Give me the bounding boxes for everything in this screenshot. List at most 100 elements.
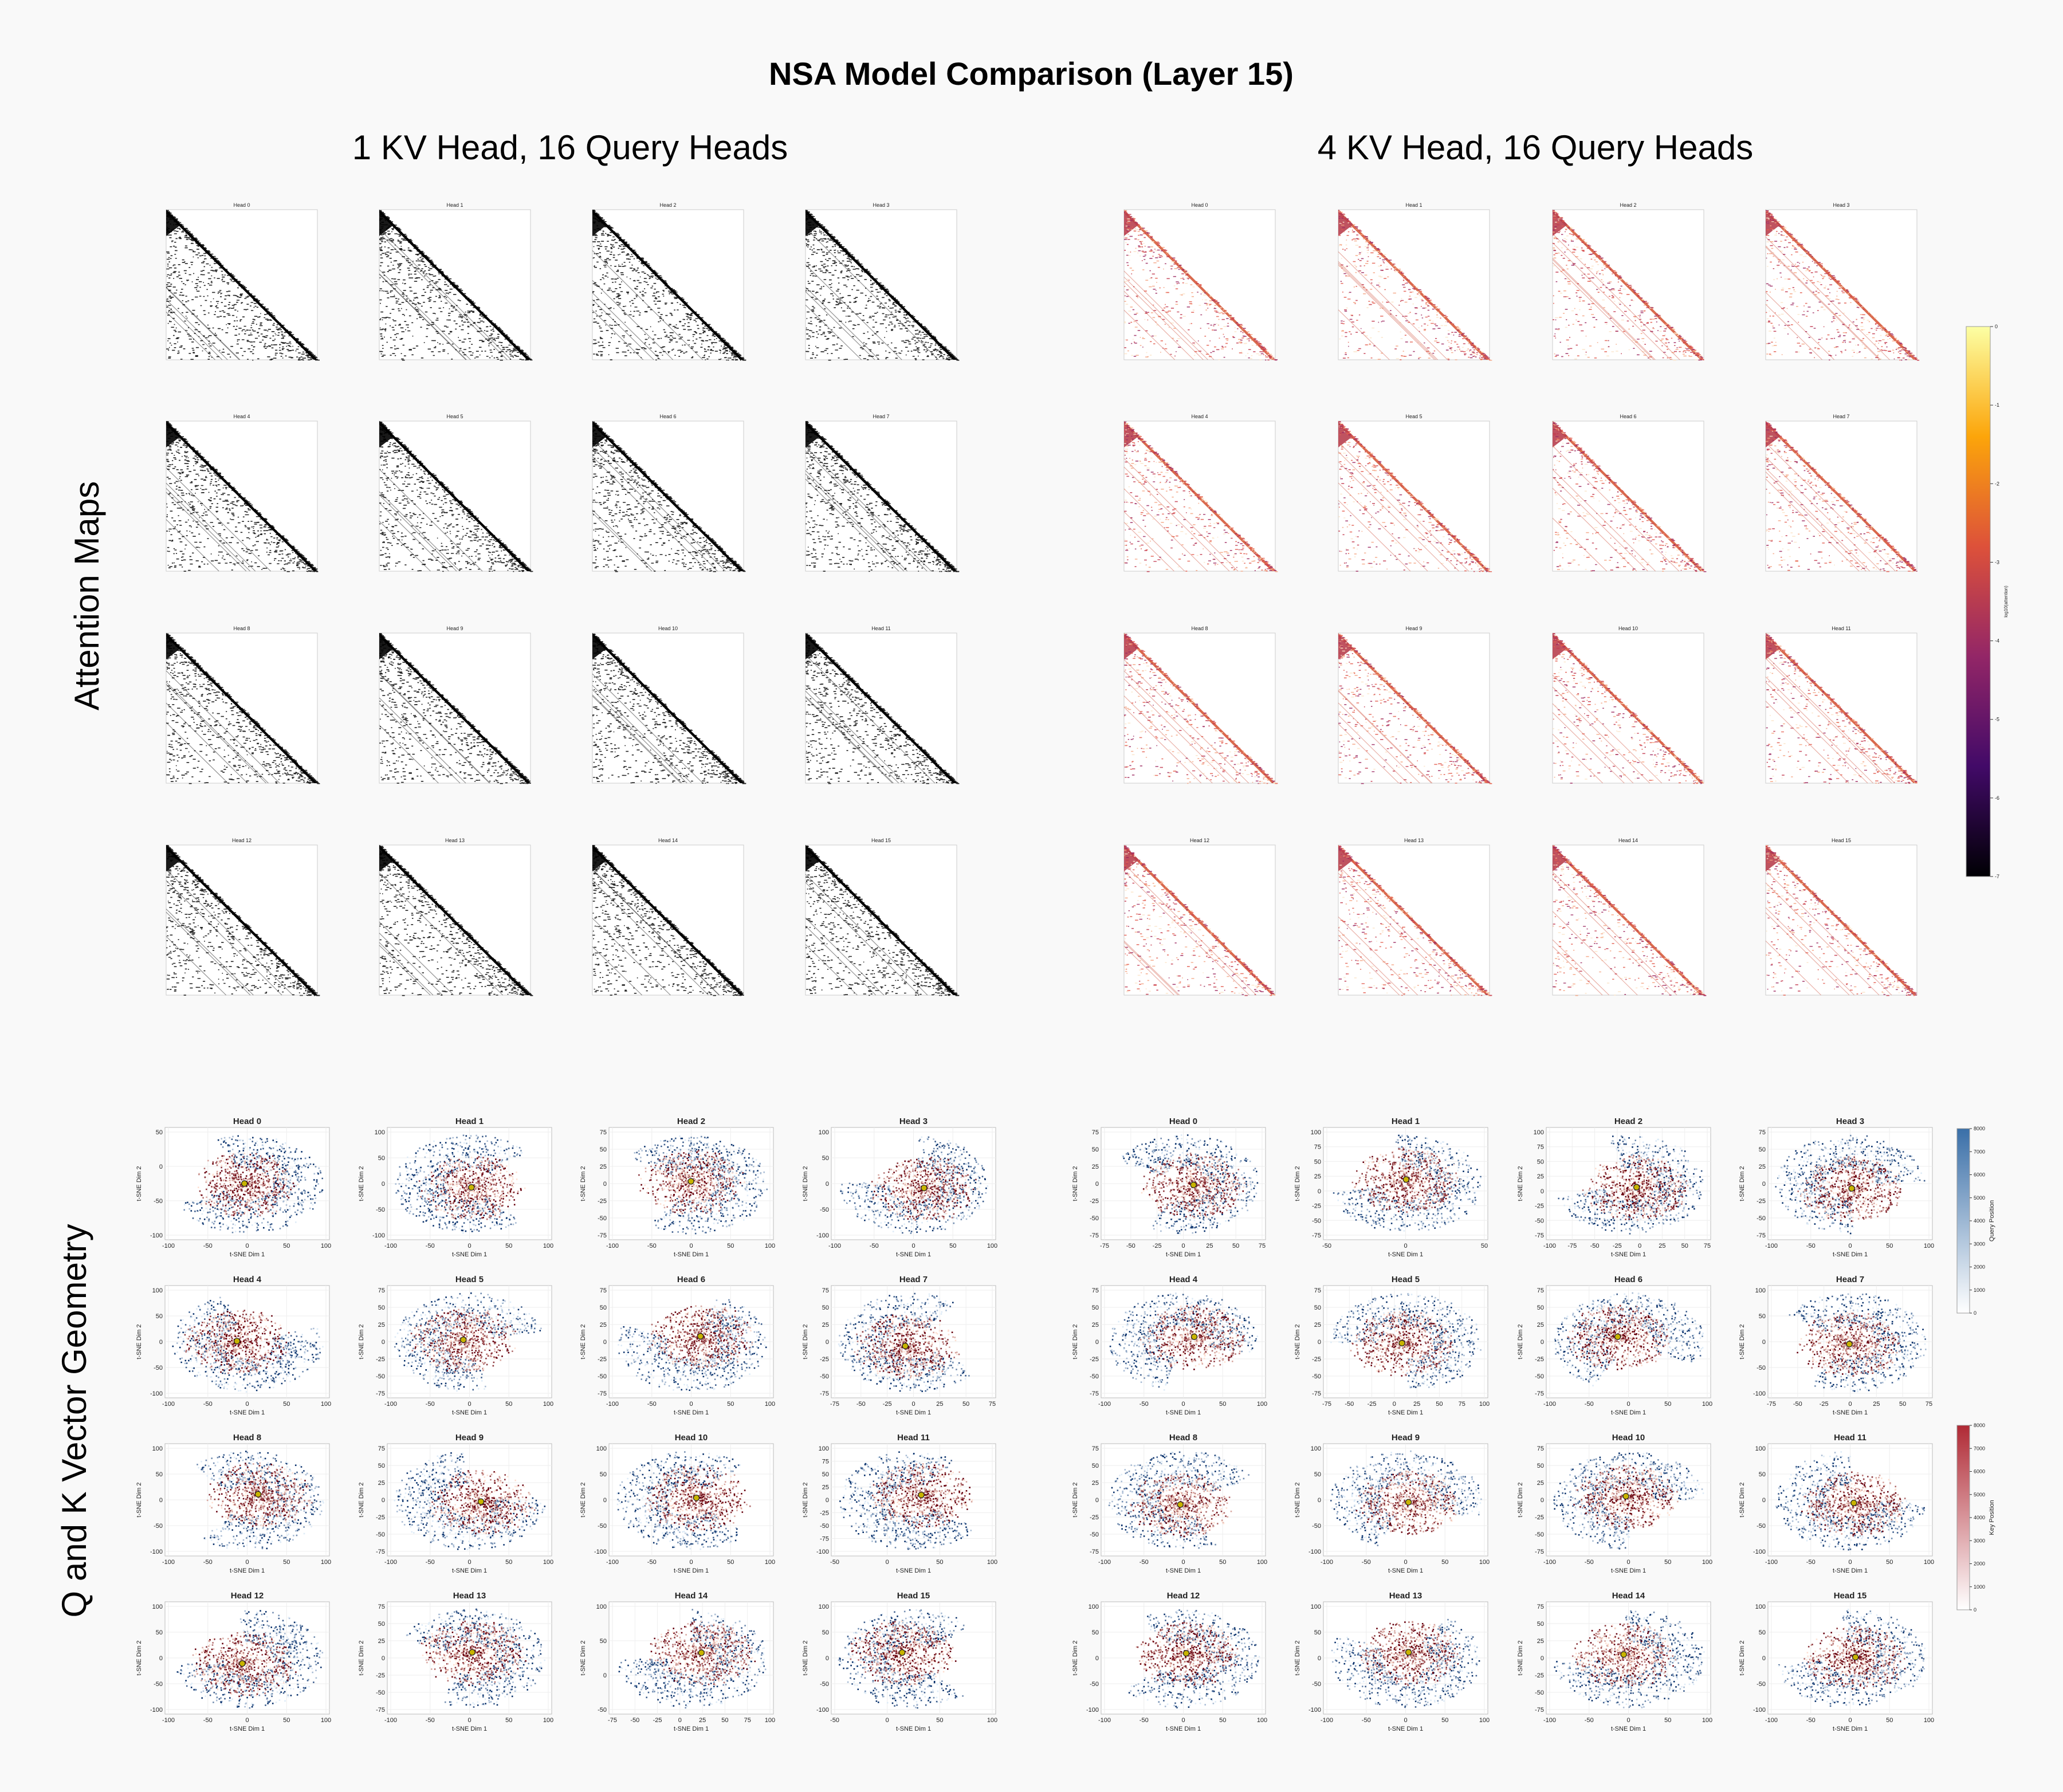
- tsne-xtick-label: -50: [1322, 1243, 1331, 1249]
- tsne-ytick-label: -75: [1312, 1390, 1321, 1397]
- attention-stripe: [1338, 500, 1411, 572]
- attention-stripe: [1123, 458, 1239, 572]
- tsne-xlabel: t-SNE Dim 1: [896, 1567, 931, 1574]
- tsne-ytick-label: 100: [1755, 1445, 1766, 1452]
- attention-diagonal: [1553, 210, 1704, 360]
- tsne-xtick-label: 0: [467, 1401, 471, 1408]
- tsne-ytick-label: -50: [1090, 1681, 1099, 1688]
- tsne-ylabel: t-SNE Dim 2: [136, 1166, 143, 1201]
- tsne-ytick-label: 0: [1318, 1655, 1321, 1662]
- tsne-ytick-label: -75: [598, 1232, 607, 1239]
- tsne-center-marker: [1182, 1650, 1190, 1657]
- attention-stripe: [1765, 655, 1895, 784]
- attention-stripe: [1338, 916, 1418, 996]
- tsne-panel-left-head-2: Head 2 -100 -50 0 50 100 75 50 25 0 -25 -50 -75 t-SNE…: [580, 1117, 775, 1258]
- tsne-ylabel: t-SNE Dim 2: [1517, 1324, 1524, 1359]
- attention-stripe: [1338, 865, 1469, 996]
- tsne-ytick-label: -25: [1535, 1203, 1544, 1210]
- tsne-xtick-label: 100: [987, 1559, 997, 1566]
- key-colorbar-tick-label: 0: [1974, 1607, 1976, 1613]
- tsne-points: [1809, 1629, 1902, 1689]
- tsne-panel-title: Head 1: [455, 1117, 484, 1126]
- tsne-ytick-label: 50: [1092, 1304, 1099, 1311]
- tsne-xtick-label: 100: [987, 1717, 997, 1724]
- tsne-xtick-label: -50: [647, 1559, 657, 1566]
- tsne-ytick-label: -25: [820, 1356, 829, 1363]
- attention-stripe: [1123, 695, 1213, 784]
- attention-speckles: [166, 633, 320, 784]
- tsne-points: [412, 1311, 516, 1372]
- attention-stripe: [805, 473, 905, 572]
- attention-map-title: Head 12: [232, 838, 252, 843]
- tsne-ytick-label: -100: [594, 1549, 607, 1555]
- attention-stripe: [379, 873, 503, 996]
- tsne-ytick-label: 25: [1759, 1164, 1766, 1170]
- tsne-xtick-label: 75: [1259, 1243, 1266, 1249]
- tsne-xtick-label: -50: [1139, 1401, 1149, 1408]
- tsne-ytick-label: 0: [1318, 1497, 1321, 1504]
- key-colorbar-tick-label: 7000: [1974, 1445, 1985, 1451]
- tsne-xtick-label: -50: [1806, 1559, 1816, 1566]
- tsne-ytick-label: 50: [378, 1304, 385, 1311]
- tsne-xtick-label: -100: [384, 1717, 397, 1724]
- attention-stripe: [805, 478, 899, 572]
- tsne-xtick-label: 100: [543, 1717, 553, 1724]
- tsne-ytick-label: 50: [822, 1155, 829, 1162]
- attention-map-title: Head 10: [658, 626, 678, 631]
- tsne-ytick-label: 100: [596, 1445, 607, 1452]
- key-colorbar-tick-label: 3000: [1974, 1538, 1985, 1543]
- attention-map-title: Head 5: [1405, 414, 1422, 419]
- tsne-panel-title: Head 12: [231, 1591, 264, 1601]
- tsne-panel-right-head-8: Head 8 -100 -50 0 50 100 75 50 25 0 -25 -50 -75 t-SNE…: [1072, 1433, 1267, 1574]
- tsne-points: [1571, 1623, 1674, 1685]
- tsne-points: [1365, 1621, 1461, 1681]
- tsne-ylabel: t-SNE Dim 2: [1739, 1324, 1746, 1359]
- tsne-xlabel: t-SNE Dim 1: [1833, 1251, 1868, 1258]
- tsne-ytick-label: 25: [1314, 1322, 1321, 1329]
- tsne-panel-right-head-9: Head 9 -100 -50 0 50 100 100 50 0 -50 -100 t-SNE Di…: [1294, 1433, 1490, 1574]
- tsne-ylabel: t-SNE Dim 2: [1294, 1640, 1301, 1675]
- key-colorbar-tick-label: 4000: [1974, 1515, 1985, 1520]
- attention-speckles: [1338, 847, 1490, 996]
- tsne-ytick-label: -100: [1753, 1549, 1766, 1555]
- attention-map-head-9: Head 9: [1338, 626, 1492, 784]
- tsne-ytick-label: 50: [156, 1313, 163, 1320]
- tsne-points: [618, 1455, 737, 1548]
- tsne-ytick-label: -50: [820, 1681, 829, 1688]
- query-colorbar: 0 1000 2000 3000 4000 5000 6000 7000 8000 Query P…: [1956, 1126, 1995, 1316]
- attention-map-head-9: Head 9: [379, 626, 531, 784]
- tsne-xlabel: t-SNE Dim 1: [674, 1567, 709, 1574]
- tsne-ytick-label: 75: [1537, 1604, 1544, 1610]
- attention-speckles: [1338, 421, 1488, 572]
- tsne-points: [415, 1310, 512, 1372]
- tsne-xtick-label: -50: [856, 1401, 866, 1408]
- tsne-ytick-label: -50: [1535, 1531, 1544, 1538]
- tsne-ytick-label: -100: [372, 1232, 385, 1239]
- tsne-center-marker: [1633, 1184, 1640, 1190]
- tsne-xtick-label: -50: [1139, 1717, 1149, 1724]
- query-colorbar-tick-label: 8000: [1974, 1126, 1985, 1131]
- attention-stripe: [166, 869, 293, 996]
- tsne-panel-right-head-10: Head 10 -100 -50 0 50 100 75 50 25 0 -25 -50 -75 t-SN…: [1517, 1433, 1712, 1574]
- tsne-xtick-label: -50: [1345, 1401, 1354, 1408]
- tsne-center-marker: [902, 1342, 909, 1350]
- tsne-ytick-label: -50: [1312, 1217, 1321, 1224]
- tsne-xtick-label: 100: [1257, 1717, 1267, 1724]
- attention-stripe: [1552, 233, 1680, 360]
- key-colorbar-bar: [1956, 1425, 1970, 1610]
- attention-map-title: Head 0: [233, 202, 250, 208]
- tsne-xtick-label: 0: [1848, 1717, 1852, 1724]
- tsne-xtick-label: -100: [1321, 1559, 1333, 1566]
- tsne-points: [192, 1138, 323, 1231]
- attention-stripe: [166, 722, 229, 784]
- key-colorbar-tick-label: 5000: [1974, 1492, 1985, 1498]
- tsne-ytick-label: 50: [600, 1304, 607, 1311]
- tsne-ytick-label: 25: [1092, 1322, 1099, 1329]
- tsne-panel-title: Head 6: [1614, 1275, 1642, 1284]
- tsne-xtick-label: 50: [283, 1243, 290, 1249]
- tsne-xtick-label: 50: [1219, 1401, 1226, 1408]
- attention-stripe: [379, 229, 512, 360]
- tsne-panel-title: Head 4: [1169, 1275, 1198, 1284]
- attention-map-head-8: Head 8: [1123, 626, 1278, 784]
- tsne-xtick-label: 0: [1181, 1401, 1185, 1408]
